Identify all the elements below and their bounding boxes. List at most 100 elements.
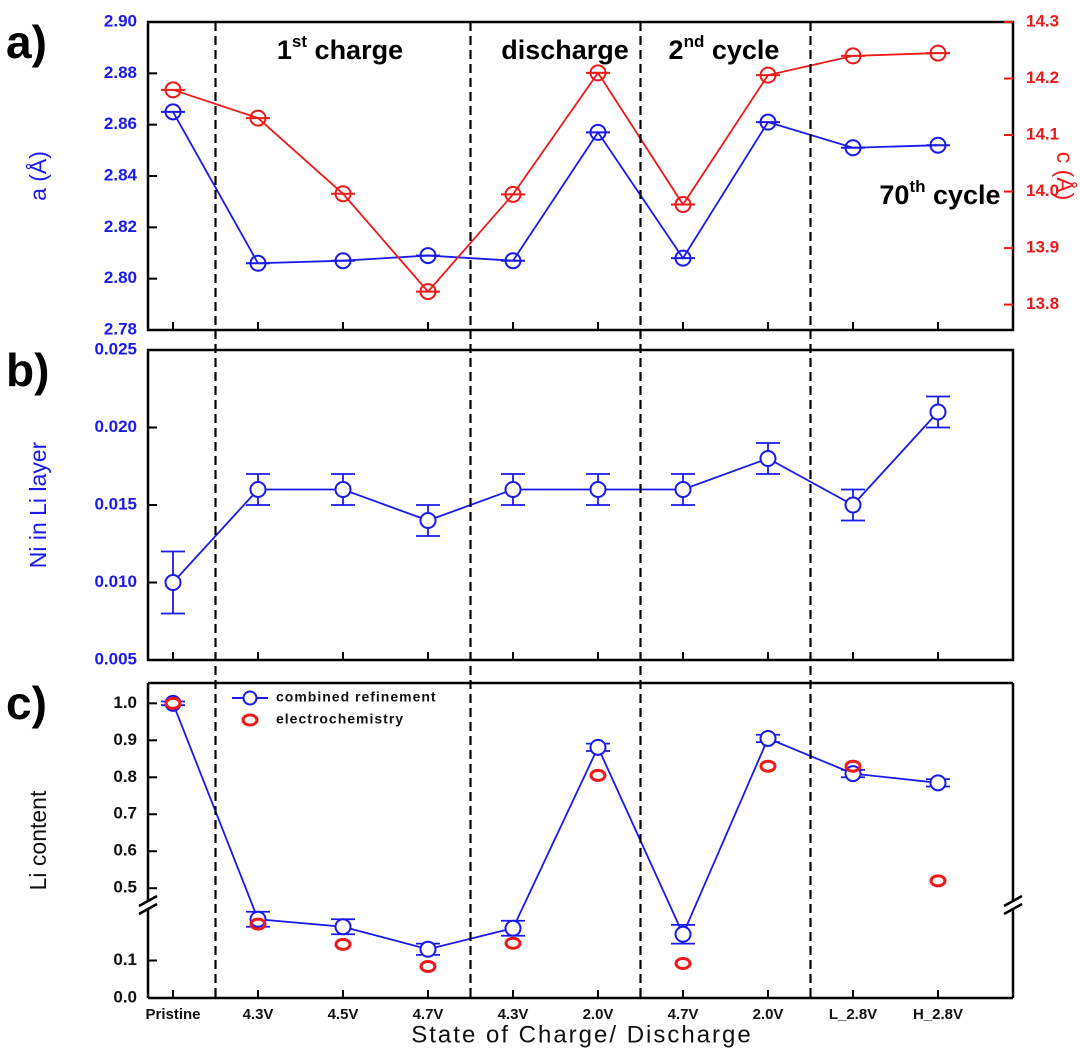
y-tick-label: 0.7 <box>113 804 137 823</box>
y2-tick-label: 14.1 <box>1026 125 1059 144</box>
marker <box>164 81 182 99</box>
marker <box>249 109 267 127</box>
y2-tick-label: 13.9 <box>1026 238 1059 257</box>
panel-label: c) <box>6 677 47 729</box>
x-tick-label: 4.3V <box>243 1006 274 1023</box>
marker <box>759 759 777 773</box>
y-tick-label: 2.80 <box>104 268 137 287</box>
x-tick-label: Pristine <box>145 1006 200 1023</box>
y2-tick-label: 14.0 <box>1026 181 1059 200</box>
x-tick-label: L_2.8V <box>829 1006 877 1023</box>
y2-tick-label: 14.3 <box>1026 11 1059 30</box>
marker <box>249 917 267 931</box>
marker <box>844 759 862 773</box>
marker <box>674 249 692 267</box>
x-tick-label: 2.0V <box>753 1006 784 1023</box>
y-tick-label: 2.88 <box>104 63 137 82</box>
marker <box>419 283 437 301</box>
y-axis-label: a (Å) <box>24 151 51 201</box>
plot-frame <box>146 20 1015 332</box>
marker <box>164 103 182 121</box>
x-tick-label: H_2.8V <box>913 1006 963 1023</box>
panel-label: b) <box>6 344 49 396</box>
y-tick-label: 0.015 <box>94 494 137 513</box>
y-tick-label: 2.90 <box>104 11 137 30</box>
legend-marker <box>242 690 258 706</box>
y-tick-label: 2.82 <box>104 217 137 236</box>
legend-marker <box>241 713 259 727</box>
marker <box>249 254 267 272</box>
marker <box>589 123 607 141</box>
axis-break <box>138 902 158 916</box>
y-tick-label: 0.025 <box>94 339 137 358</box>
y-tick-label: 0.020 <box>94 417 137 436</box>
annotation: discharge <box>501 35 629 65</box>
annotation: 2nd cycle <box>669 32 780 65</box>
marker <box>334 252 352 270</box>
marker <box>334 937 352 951</box>
x-tick-label: 4.7V <box>668 1006 699 1023</box>
y-tick-label: 0.010 <box>94 572 137 591</box>
marker <box>419 940 437 958</box>
y-tick-label: 0.005 <box>94 649 137 668</box>
marker <box>504 919 522 937</box>
x-axis-label: State of Charge/ Discharge <box>411 1021 753 1048</box>
series-line <box>172 52 939 293</box>
y-tick-label: 0.8 <box>113 767 137 786</box>
marker <box>929 136 947 154</box>
y-tick-label: 2.86 <box>104 114 137 133</box>
marker <box>419 960 437 973</box>
marker <box>674 957 692 970</box>
x-tick-label: 2.0V <box>583 1006 614 1023</box>
y-tick-label: 0.0 <box>113 987 137 1006</box>
annotation: 70th cycle <box>879 177 1000 210</box>
y2-tick-label: 13.8 <box>1026 294 1059 313</box>
marker <box>249 481 267 498</box>
marker <box>334 185 352 203</box>
marker <box>164 696 182 710</box>
y-tick-label: 0.1 <box>113 950 137 969</box>
y-tick-label: 2.84 <box>104 165 138 184</box>
axis-break <box>1003 894 1023 908</box>
marker <box>504 252 522 270</box>
marker <box>164 574 182 591</box>
marker <box>419 247 437 265</box>
x-tick-label: 4.3V <box>498 1006 529 1023</box>
x-tick-label: 4.5V <box>328 1006 359 1023</box>
marker <box>844 139 862 157</box>
marker <box>759 66 777 84</box>
marker <box>589 481 607 498</box>
y-tick-label: 1.0 <box>113 693 137 712</box>
marker <box>504 481 522 498</box>
marker <box>589 738 607 756</box>
y-tick-label: 0.5 <box>113 878 137 897</box>
series-line <box>172 411 939 584</box>
marker <box>589 768 607 782</box>
marker <box>504 185 522 203</box>
series-line <box>172 703 939 951</box>
marker <box>674 481 692 498</box>
marker <box>929 44 947 62</box>
marker <box>759 729 777 747</box>
marker <box>759 113 777 131</box>
y2-tick-label: 14.2 <box>1026 68 1059 87</box>
plot-frame <box>146 348 1015 662</box>
y-axis-label: Li content <box>25 790 51 890</box>
y-tick-label: 0.9 <box>113 730 137 749</box>
marker <box>759 450 777 467</box>
marker <box>334 918 352 936</box>
marker <box>929 774 947 792</box>
marker <box>589 64 607 82</box>
annotation: 1st charge <box>277 32 403 65</box>
legend-label: combined refinement <box>276 689 437 705</box>
marker <box>674 925 692 943</box>
marker <box>844 496 862 514</box>
y2-axis-label: c (Å) <box>1052 152 1079 201</box>
y-axis-label: Ni in Li layer <box>25 441 51 568</box>
axis-break <box>138 894 158 908</box>
marker <box>334 481 352 498</box>
y-tick-label: 0.6 <box>113 841 137 860</box>
marker <box>844 47 862 65</box>
marker <box>674 196 692 214</box>
